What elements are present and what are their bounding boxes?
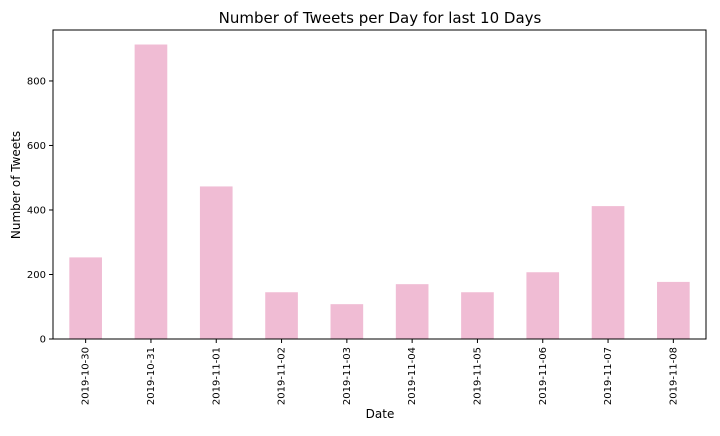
bar-2019-11-05 (461, 292, 494, 339)
x-tick-label: 2019-10-30 (81, 347, 92, 405)
bar-2019-11-04 (395, 284, 429, 339)
x-tick-label: 2019-11-07 (603, 347, 614, 405)
bar-2019-11-07 (591, 206, 625, 339)
x-tick-label: 2019-11-01 (211, 347, 222, 405)
bar-2019-10-31 (134, 44, 168, 339)
bar-2019-11-08 (657, 281, 690, 339)
bar-2019-11-03 (330, 304, 364, 339)
bar-2019-11-06 (526, 272, 560, 339)
bar-2019-11-01 (199, 186, 233, 339)
x-tick-label: 2019-11-04 (407, 347, 418, 405)
x-tick-label: 2019-11-05 (472, 347, 483, 405)
y-axis-label: Number of Tweets (9, 131, 23, 239)
plot-frame (52, 29, 707, 340)
bar-2019-11-02 (265, 292, 298, 339)
x-axis-label: Date (366, 407, 395, 421)
y-tick-label: 400 (27, 205, 46, 216)
x-tick-label: 2019-11-02 (277, 347, 288, 405)
y-tick-label: 0 (40, 335, 46, 346)
x-tick-label: 2019-11-06 (538, 347, 549, 405)
x-tick-label: 2019-11-08 (668, 347, 679, 405)
y-tick-label: 600 (27, 141, 46, 152)
bars (69, 44, 690, 339)
x-tick-label: 2019-11-03 (342, 347, 353, 405)
y-tick-label: 800 (27, 76, 46, 87)
bar-2019-10-30 (69, 257, 102, 339)
axis-ticks: 2019-10-30 2019-10-31 2019-11-01 2019-11-02… (27, 76, 679, 405)
chart-title: Number of Tweets per Day for last 10 Day… (219, 9, 542, 27)
y-tick-label: 200 (27, 270, 46, 281)
x-tick-label: 2019-10-31 (146, 347, 157, 405)
